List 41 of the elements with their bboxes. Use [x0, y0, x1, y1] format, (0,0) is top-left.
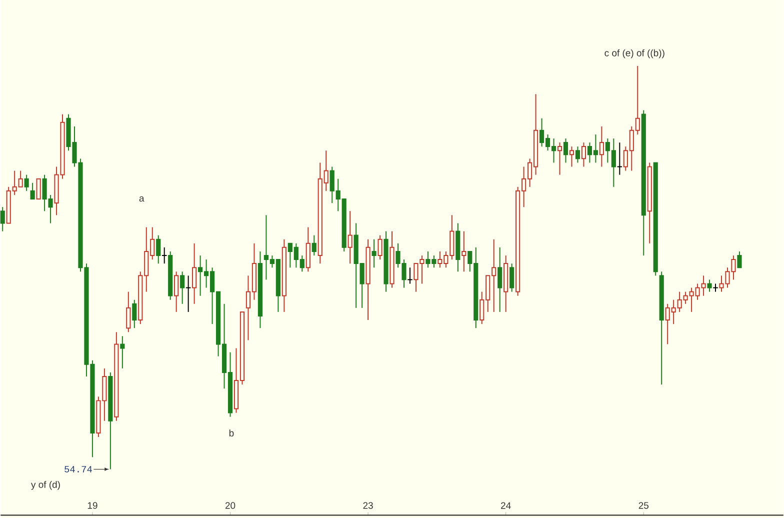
x-tick-label: 23 — [363, 502, 373, 509]
annotation: 54.74 — [64, 466, 92, 472]
candlestick — [174, 271, 179, 312]
x-tick-label: 24 — [501, 502, 511, 509]
candlestick — [0, 206, 5, 232]
candlestick — [30, 182, 35, 200]
candlestick — [120, 336, 125, 369]
candlestick — [707, 279, 712, 292]
x-tick-label: 20 — [225, 502, 236, 509]
text: y of (d) — [30, 480, 60, 490]
candlestick — [569, 146, 574, 168]
candlestick — [372, 238, 376, 268]
candlestick — [156, 234, 161, 264]
candlestick — [192, 242, 197, 304]
candlestick — [132, 299, 137, 328]
candlestick — [510, 262, 514, 292]
candlestick — [581, 142, 586, 168]
candlestick — [712, 283, 718, 292]
candlestick — [180, 271, 185, 304]
x-tick-label: 19 — [88, 502, 98, 509]
candlestick — [36, 178, 41, 200]
annotation: a — [139, 196, 144, 202]
candlestick — [312, 234, 316, 256]
candlestick — [737, 250, 742, 268]
x-tick-label: 25 — [638, 502, 648, 509]
candlestick — [24, 174, 29, 192]
candlestick — [563, 138, 568, 164]
candlestick — [599, 126, 604, 168]
candlestick — [462, 230, 466, 272]
candlestick — [407, 266, 413, 284]
candlestick — [185, 275, 192, 312]
annotation: b — [229, 429, 234, 436]
candlestick — [616, 142, 623, 176]
candlestick — [575, 146, 580, 164]
candlestick — [348, 210, 352, 264]
candlestick — [126, 291, 131, 333]
candlestick — [161, 246, 168, 264]
text: c of (e) of ((b)) — [604, 49, 664, 58]
candlestick — [378, 234, 382, 260]
candlestick — [557, 142, 562, 176]
candlestick — [498, 246, 502, 312]
